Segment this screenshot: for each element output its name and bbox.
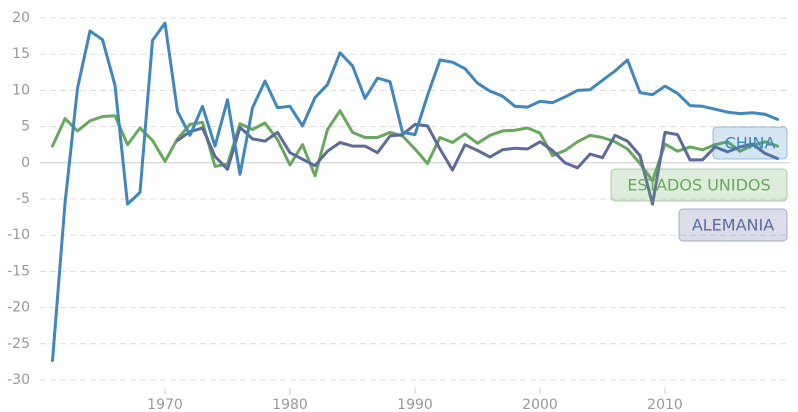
y-tick-label: 15: [12, 46, 30, 62]
legend-box: [678, 208, 788, 242]
y-tick-label: 0: [21, 155, 30, 171]
x-tick-label: 2000: [522, 397, 558, 412]
y-tick-label: -30: [7, 372, 30, 388]
series-line: [176, 122, 779, 206]
y-tick-label: -15: [7, 263, 30, 279]
y-tick-label: 10: [12, 82, 30, 98]
x-tick-label: 1970: [147, 397, 183, 412]
y-tick-label: -10: [7, 227, 30, 243]
x-tick-label: 1980: [272, 397, 308, 412]
y-tick-label: -20: [7, 300, 30, 316]
y-tick-label: -25: [7, 336, 30, 352]
y-tick-label: -5: [16, 191, 30, 207]
legend-item: CHINA: [712, 126, 788, 160]
legend-box: [712, 126, 788, 160]
legend-label: ALEMANIA: [692, 216, 774, 235]
legend-label: ESTADOS UNIDOS: [627, 176, 770, 195]
x-tick-label: 2010: [647, 397, 683, 412]
y-tick-label: 20: [12, 10, 30, 26]
legend-item: ESTADOS UNIDOS: [610, 168, 788, 202]
y-tick-label: 5: [21, 119, 30, 135]
legend-box: [610, 168, 788, 202]
series-line: [51, 21, 779, 362]
legend-item: ALEMANIA: [678, 208, 788, 242]
x-tick-label: 1990: [397, 397, 433, 412]
legend-label: CHINA: [725, 134, 776, 153]
